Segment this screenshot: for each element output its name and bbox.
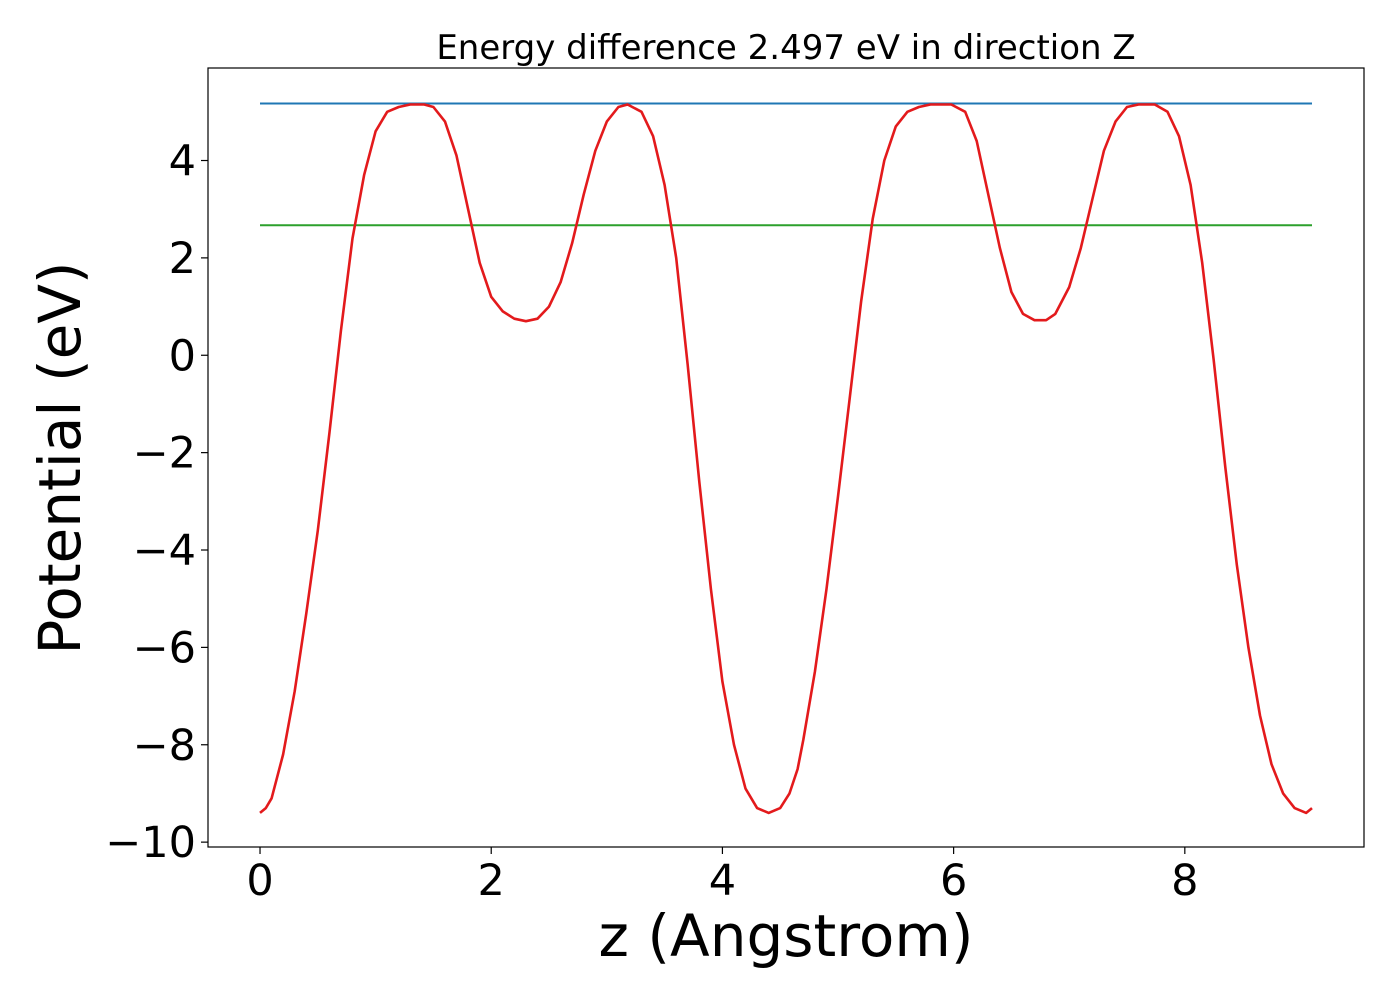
y-axis-ticks: −10 −8 −6 −4 −2 0 2 4 xyxy=(105,137,208,868)
x-tick-label: 0 xyxy=(246,856,273,906)
x-tick-label: 8 xyxy=(1171,856,1198,906)
y-tick-label: −8 xyxy=(133,721,196,771)
y-axis-label: Potential (eV) xyxy=(26,261,94,654)
y-tick-label: −10 xyxy=(105,818,196,868)
series-line-2 xyxy=(259,103,1313,815)
x-axis-label: z (Angstrom) xyxy=(599,902,974,970)
plot-frame xyxy=(207,67,1365,848)
x-tick-label: 4 xyxy=(709,856,736,906)
y-tick-label: −6 xyxy=(133,623,196,673)
y-tick-label: 0 xyxy=(169,331,196,381)
x-axis-ticks: 0 2 4 6 8 xyxy=(246,847,1198,906)
y-tick-label: −2 xyxy=(133,429,196,479)
chart-title: Energy difference 2.497 eV in direction … xyxy=(436,28,1135,68)
x-tick-label: 2 xyxy=(478,856,505,906)
y-tick-label: −4 xyxy=(133,526,196,576)
series-layer xyxy=(259,102,1313,815)
y-tick-label: 4 xyxy=(169,137,196,187)
y-tick-label: 2 xyxy=(169,234,196,284)
x-tick-label: 6 xyxy=(940,856,967,906)
